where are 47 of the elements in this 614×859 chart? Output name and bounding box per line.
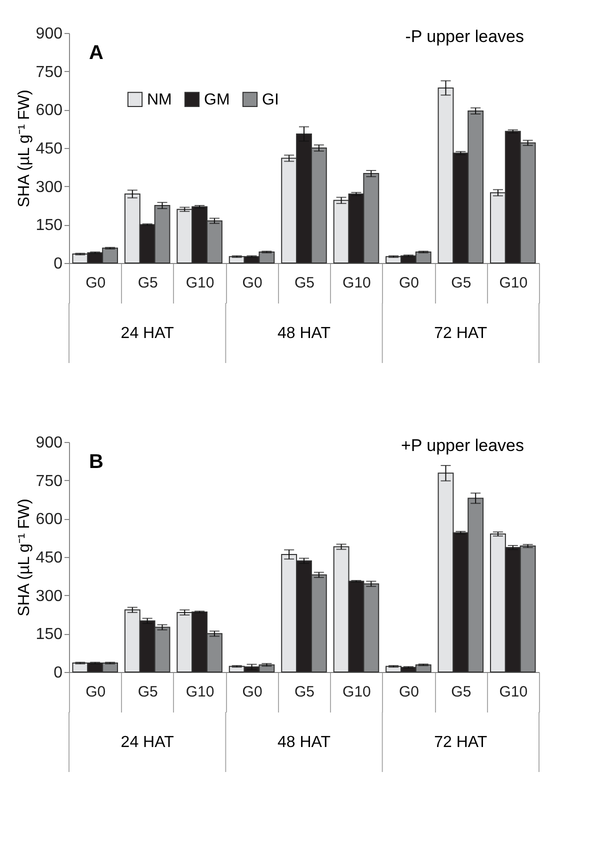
x-tick-label: G10: [499, 274, 528, 292]
text: 24 HAT: [120, 325, 174, 342]
x-tick-label: G5: [138, 274, 158, 292]
text: 24 HAT: [120, 734, 174, 751]
y-tick-label: 600: [36, 511, 63, 528]
x-tick-label: G5: [294, 274, 315, 292]
legend-label: NM: [147, 91, 172, 108]
text: 48 HAT: [277, 734, 331, 751]
x-tick-label: G10: [342, 274, 371, 292]
y-axis-title: SHA (µL g⁻¹ FW): [16, 498, 33, 616]
annotation: -P upper leaves: [405, 27, 524, 46]
y-tick-label: 450: [36, 550, 63, 566]
y-tick-label: 900: [36, 26, 63, 42]
x-tick-label: G5: [451, 274, 472, 292]
legend-label: GM: [204, 91, 230, 108]
text: 48 HAT: [277, 325, 331, 342]
y-tick-label: 0: [54, 256, 63, 272]
x-tick-label: G0: [398, 684, 419, 700]
x-tick-label: G10: [342, 684, 371, 700]
y-tick-label: 750: [36, 472, 63, 490]
y-tick-label: 0: [54, 664, 63, 682]
x-tick-label: G0: [86, 274, 106, 292]
y-axis-title: SHA (µL g⁻¹ FW): [16, 90, 33, 208]
x-tick-label: G10: [186, 274, 214, 292]
y-tick-label: 750: [36, 64, 63, 81]
chart-title: A: [89, 42, 104, 64]
x-tick-label: G10: [499, 684, 528, 700]
y-tick-label: 900: [36, 434, 63, 452]
annotation: +P upper leaves: [400, 436, 524, 455]
text: 72 HAT: [434, 734, 488, 751]
x-tick-label: G0: [242, 684, 262, 700]
chart-title: B: [89, 451, 104, 473]
x-tick-label: G0: [242, 274, 262, 292]
x-tick-label: G5: [294, 684, 315, 700]
y-tick-label: 450: [36, 140, 63, 158]
x-tick-label: G0: [86, 684, 106, 700]
y-tick-label: 150: [36, 626, 63, 644]
x-tick-label: G10: [186, 684, 214, 700]
y-tick-label: 300: [36, 178, 63, 196]
x-tick-label: G0: [398, 274, 419, 292]
y-tick-label: 150: [36, 217, 63, 234]
y-tick-label: 600: [36, 102, 63, 120]
y-tick-label: 300: [36, 588, 63, 605]
legend-label: GI: [262, 91, 279, 108]
x-tick-label: G5: [138, 684, 158, 700]
x-tick-label: G5: [451, 684, 472, 700]
text: 72 HAT: [434, 325, 488, 342]
